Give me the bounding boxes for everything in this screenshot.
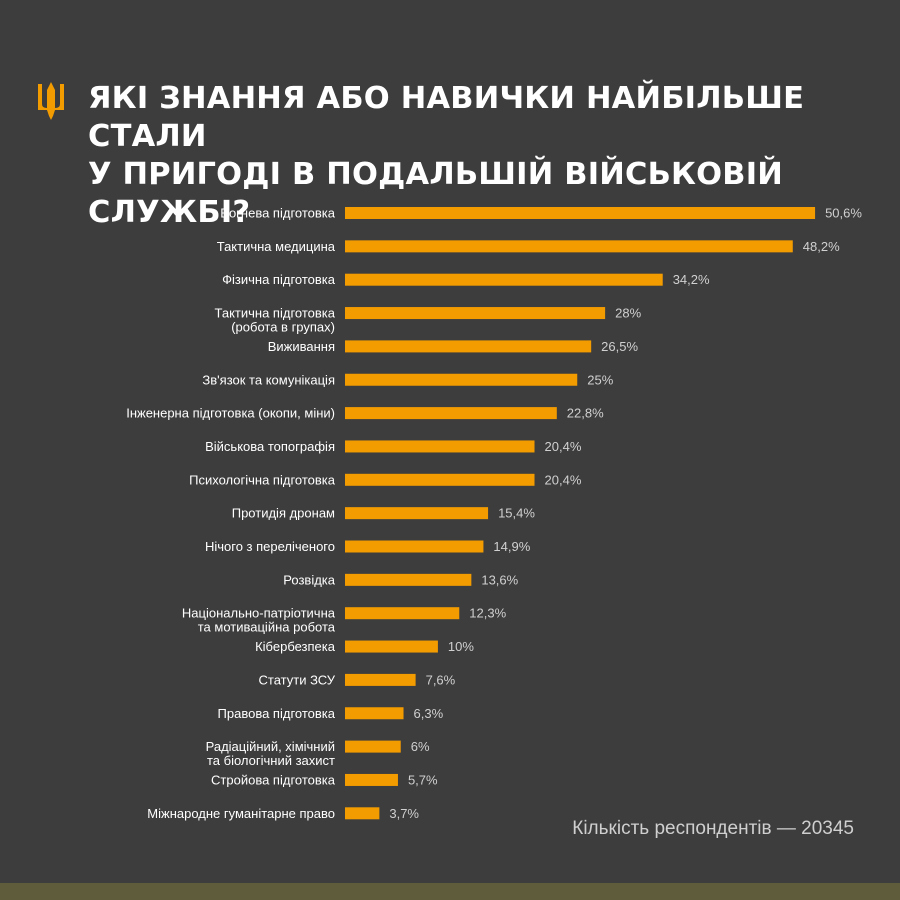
bar [345, 340, 592, 353]
category-label: Радіаційний, хімічний [206, 739, 335, 754]
bar [345, 640, 438, 653]
value-label: 20,4% [545, 439, 582, 454]
value-label: 6% [411, 739, 430, 754]
category-label: Нічого з переліченого [205, 539, 335, 554]
bar [345, 807, 380, 820]
value-label: 34,2% [673, 272, 710, 287]
value-label: 28% [615, 306, 641, 321]
value-label: 20,4% [545, 472, 582, 487]
category-label: Зв'язок та комунікація [202, 372, 335, 387]
value-label: 10% [448, 639, 474, 654]
value-label: 25% [587, 372, 613, 387]
trident-icon [38, 82, 64, 120]
category-label: Статути ЗСУ [259, 672, 336, 687]
value-label: 48,2% [803, 239, 840, 254]
category-label: Вогнева підготовка [220, 206, 335, 221]
bar [345, 607, 460, 620]
category-label: Фізична підготовка [222, 272, 336, 287]
bar [345, 707, 404, 720]
value-label: 5,7% [408, 772, 438, 787]
category-label: Тактична підготовка [215, 306, 336, 321]
bar [345, 407, 557, 420]
category-label: Національно-патріотична [182, 606, 336, 621]
bar [345, 540, 484, 553]
bar [345, 473, 535, 486]
category-label: Міжнародне гуманітарне право [147, 806, 335, 821]
chart-title: ЯКІ ЗНАННЯ АБО НАВИЧКИ НАЙБІЛЬШЕ СТАЛИ У… [88, 80, 900, 232]
value-label: 3,7% [389, 806, 419, 821]
bar [345, 240, 793, 253]
bar [345, 573, 472, 586]
value-label: 6,3% [414, 706, 444, 721]
bar [345, 373, 578, 386]
category-label: Військова топографія [205, 439, 335, 454]
bar [345, 507, 489, 520]
bar [345, 440, 535, 453]
bar [345, 273, 663, 286]
respondents-count: Кількість респондентів — 20345 [572, 818, 854, 839]
bar [345, 673, 416, 686]
category-label: Стройова підготовка [211, 772, 336, 787]
value-label: 50,6% [825, 206, 862, 221]
category-label: (робота в групах) [231, 320, 335, 335]
category-label: та біологічний захист [207, 753, 335, 768]
category-label: Виживання [268, 339, 335, 354]
bar [345, 740, 401, 753]
title-line-1: ЯКІ ЗНАННЯ АБО НАВИЧКИ НАЙБІЛЬШЕ СТАЛИ [88, 81, 805, 154]
value-label: 13,6% [481, 572, 518, 587]
value-label: 26,5% [601, 339, 638, 354]
title-line-2: У ПРИГОДІ В ПОДАЛЬШІЙ ВІЙСЬКОВІЙ СЛУЖБІ? [88, 157, 784, 230]
value-label: 22,8% [567, 406, 604, 421]
value-label: 7,6% [426, 672, 456, 687]
category-label: Розвідка [283, 572, 335, 587]
bar [345, 773, 398, 786]
category-label: Протидія дронам [232, 506, 335, 521]
value-label: 15,4% [498, 506, 535, 521]
value-label: 12,3% [469, 606, 506, 621]
bar-chart: 50,6% Вогнева підготовка 48,2% Тактична мед… [126, 206, 862, 821]
category-label: Кібербезпека [255, 639, 336, 654]
category-label: Тактична медицина [217, 239, 336, 254]
bar [345, 307, 606, 320]
category-label: Правова підготовка [218, 706, 336, 721]
category-label: та мотиваційна робота [198, 620, 336, 635]
bar [345, 207, 816, 219]
category-label: Психологічна підготовка [189, 472, 336, 487]
category-label: Інженерна підготовка (окопи, міни) [126, 406, 335, 421]
bottom-strip [0, 883, 900, 900]
value-label: 14,9% [493, 539, 530, 554]
